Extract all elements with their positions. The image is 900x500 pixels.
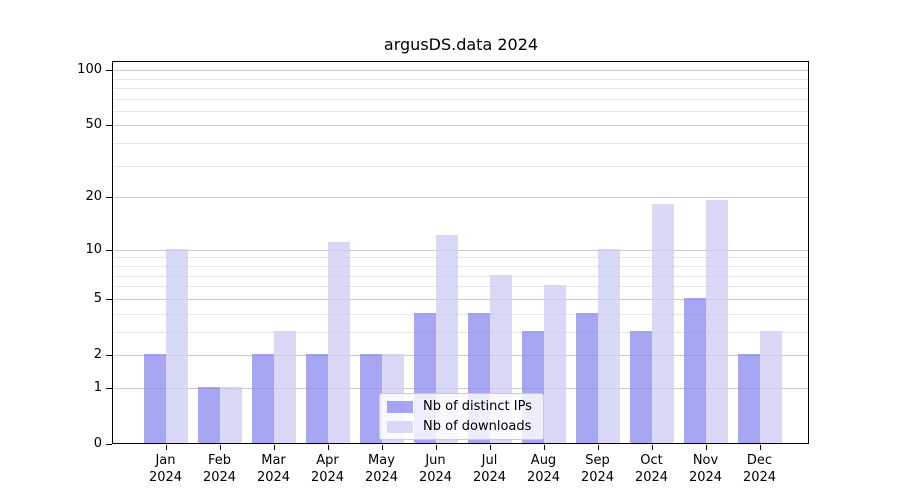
- x-tick: [759, 445, 761, 450]
- bar-distinct-ips: [683, 297, 706, 443]
- y-gridline-minor: [113, 257, 808, 259]
- bar-downloads: [273, 330, 296, 443]
- x-tick: [597, 445, 599, 450]
- y-tick: [106, 125, 112, 127]
- bar-downloads: [435, 235, 458, 443]
- bar-downloads: [597, 248, 620, 443]
- x-tick: [543, 445, 545, 450]
- y-tick: [106, 197, 112, 199]
- y-tick: [106, 387, 112, 389]
- plot-area: [112, 61, 809, 444]
- y-gridline-minor: [113, 78, 808, 80]
- y-tick-label: 2: [93, 346, 102, 362]
- x-tick: [651, 445, 653, 450]
- y-gridline-minor: [113, 110, 808, 112]
- x-tick: [381, 445, 383, 450]
- y-tick: [106, 354, 112, 356]
- legend: Nb of distinct IPs Nb of downloads: [379, 393, 544, 440]
- x-tick: [489, 445, 491, 450]
- bar-downloads: [219, 386, 242, 443]
- y-tick: [106, 70, 112, 72]
- y-gridline-major: [113, 249, 808, 251]
- y-tick: [106, 298, 112, 300]
- legend-label-distinct-ips: Nb of distinct IPs: [423, 399, 532, 414]
- y-tick-label: 0: [93, 436, 102, 451]
- x-tick: [435, 445, 437, 450]
- x-tick: [273, 445, 275, 450]
- y-gridline-minor: [113, 331, 808, 333]
- y-gridline-major: [113, 354, 808, 356]
- chart-title: argusDS.data 2024: [383, 35, 539, 54]
- y-gridline-minor: [113, 87, 808, 89]
- bar-distinct-ips: [143, 354, 166, 443]
- x-tick-label: Aug 2024: [526, 453, 561, 485]
- y-gridline-minor: [113, 143, 808, 145]
- y-tick-label: 50: [85, 117, 102, 133]
- legend-item-downloads: Nb of downloads: [380, 418, 543, 435]
- legend-swatch-distinct-ips: [387, 400, 413, 413]
- x-tick: [327, 445, 329, 450]
- x-tick: [705, 445, 707, 450]
- x-tick-label: May 2024: [364, 453, 399, 485]
- legend-label-downloads: Nb of downloads: [423, 419, 532, 434]
- y-gridline-major: [113, 298, 808, 300]
- y-gridline-minor: [113, 313, 808, 315]
- y-tick: [106, 444, 112, 445]
- bar-distinct-ips: [575, 312, 598, 443]
- bar-downloads: [759, 330, 782, 443]
- bar-distinct-ips: [359, 354, 382, 443]
- y-gridline-major: [113, 125, 808, 127]
- y-tick-label: 5: [93, 290, 102, 306]
- x-tick-label: Mar 2024: [256, 453, 291, 485]
- y-gridline-minor: [113, 165, 808, 167]
- y-tick-label: 20: [85, 189, 102, 205]
- x-tick-label: Jan 2024: [148, 453, 183, 485]
- x-tick: [219, 445, 221, 450]
- bar-distinct-ips: [197, 386, 220, 443]
- bar-downloads: [651, 204, 674, 443]
- y-tick-label: 1: [93, 379, 102, 395]
- y-gridline-minor: [113, 98, 808, 100]
- y-gridline-major: [113, 387, 808, 389]
- y-gridline-minor: [113, 265, 808, 267]
- bar-distinct-ips: [629, 330, 652, 443]
- bar-downloads: [705, 200, 728, 443]
- x-tick-label: Feb 2024: [202, 453, 237, 485]
- bar-downloads: [165, 248, 188, 443]
- y-gridline-minor: [113, 275, 808, 277]
- x-tick-label: Jul 2024: [472, 453, 507, 485]
- bar-distinct-ips: [251, 354, 274, 443]
- y-gridline-major: [113, 197, 808, 199]
- bar-downloads: [543, 285, 566, 443]
- x-tick-label: Dec 2024: [742, 453, 777, 485]
- legend-swatch-downloads: [387, 420, 413, 433]
- x-tick-label: Nov 2024: [688, 453, 723, 485]
- y-tick: [106, 249, 112, 251]
- y-tick-label: 100: [77, 62, 102, 78]
- x-tick: [165, 445, 167, 450]
- bar-distinct-ips: [305, 354, 328, 443]
- bar-distinct-ips: [737, 354, 760, 443]
- y-tick-label: 10: [85, 241, 102, 257]
- legend-item-distinct-ips: Nb of distinct IPs: [380, 398, 543, 415]
- bar-downloads: [327, 241, 350, 443]
- x-tick-label: Jun 2024: [418, 453, 453, 485]
- x-tick-label: Oct 2024: [634, 453, 669, 485]
- x-tick-label: Sep 2024: [580, 453, 615, 485]
- x-tick-label: Apr 2024: [310, 453, 345, 485]
- y-gridline-minor: [113, 286, 808, 288]
- y-gridline-major: [113, 70, 808, 72]
